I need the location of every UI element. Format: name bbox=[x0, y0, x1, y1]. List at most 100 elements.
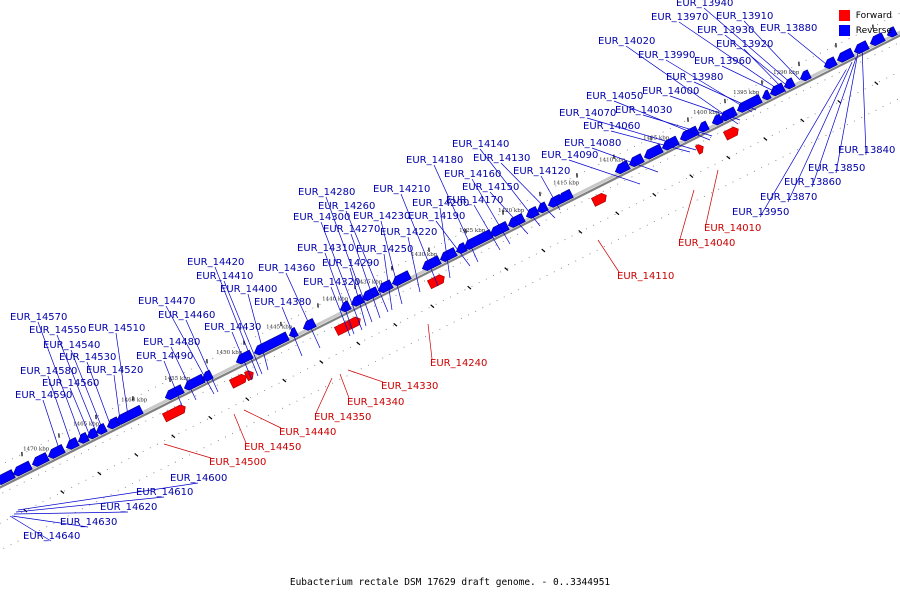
gene-label: EUR_14050 bbox=[586, 91, 643, 102]
scale-tick bbox=[171, 434, 176, 439]
gene-label: EUR_14440 bbox=[279, 427, 336, 438]
gene-label: EUR_13960 bbox=[694, 56, 751, 67]
gene-label: EUR_14350 bbox=[314, 412, 371, 423]
gene-leader-line bbox=[724, 34, 791, 89]
reverse-gene-arrow bbox=[439, 247, 458, 262]
gene-label: EUR_14140 bbox=[452, 139, 509, 150]
gene-label: EUR_14340 bbox=[347, 397, 404, 408]
gene-label: EUR_14480 bbox=[143, 337, 200, 348]
tick-label: 1415 kbp bbox=[553, 181, 580, 187]
gene-label: EUR_14230 bbox=[353, 211, 410, 222]
gene-leader-line bbox=[214, 266, 259, 377]
gene-label: EUR_14490 bbox=[136, 351, 193, 362]
gene-leader-line bbox=[231, 331, 253, 381]
reverse-gene-arrow bbox=[302, 317, 317, 331]
tick-label: 1440 kbp bbox=[322, 297, 349, 303]
reverse-gene-arrow bbox=[886, 26, 898, 38]
forward-gene-arrow bbox=[346, 316, 361, 330]
gene-label: EUR_14640 bbox=[23, 531, 80, 542]
gene-label: EUR_14330 bbox=[381, 381, 438, 392]
gene-leader-line bbox=[471, 178, 511, 245]
scale-tick bbox=[23, 508, 28, 513]
gene-leader-line bbox=[247, 293, 269, 371]
scale-tick bbox=[652, 192, 657, 197]
reverse-gene-arrow bbox=[507, 213, 526, 228]
gene-label: EUR_14070 bbox=[559, 108, 616, 119]
gene-leader-line bbox=[325, 196, 373, 323]
gene-label: EUR_13990 bbox=[638, 50, 695, 61]
reverse-gene-arrow bbox=[31, 452, 50, 467]
reverse-gene-arrow bbox=[823, 56, 838, 70]
gene-label: EUR_13930 bbox=[697, 25, 754, 36]
gene-leader-line bbox=[42, 399, 61, 453]
gene-label: EUR_14130 bbox=[473, 153, 530, 164]
gene-leader-line bbox=[330, 286, 351, 337]
scale-tick bbox=[245, 397, 250, 401]
gene-leader-line bbox=[170, 346, 197, 401]
gene-leader-line bbox=[642, 114, 713, 137]
gene-leader-line bbox=[787, 61, 853, 203]
gene-label: EUR_13950 bbox=[732, 207, 789, 218]
gene-leader-line bbox=[427, 323, 433, 360]
reverse-gene-arrow bbox=[164, 384, 185, 401]
gene-label: EUR_14200 bbox=[412, 198, 469, 209]
gene-leader-line bbox=[568, 159, 641, 185]
gene-leader-line bbox=[473, 204, 501, 251]
gene-label: EUR_14150 bbox=[462, 182, 519, 193]
gene-leader-line bbox=[835, 51, 859, 174]
legend-item-reverse: Reverse bbox=[838, 23, 892, 38]
gene-leader-line bbox=[679, 189, 695, 240]
gene-label: EUR_14260 bbox=[318, 201, 375, 212]
gene-leader-line bbox=[703, 7, 793, 85]
gene-leader-line bbox=[811, 57, 857, 188]
scale-tick bbox=[60, 490, 65, 494]
gene-label: EUR_13970 bbox=[651, 12, 708, 23]
scale-tick bbox=[393, 322, 398, 327]
gene-label: EUR_14540 bbox=[43, 340, 100, 351]
gene-label: EUR_14510 bbox=[88, 323, 145, 334]
genome-backbone bbox=[0, 34, 900, 489]
gene-label: EUR_13910 bbox=[716, 11, 773, 22]
gene-label: EUR_14160 bbox=[444, 169, 501, 180]
gene-label: EUR_14250 bbox=[356, 244, 413, 255]
forward-gene-arrow bbox=[722, 126, 739, 141]
figure-caption: Eubacterium rectale DSM 17629 draft geno… bbox=[289, 577, 611, 588]
gene-label: EUR_13880 bbox=[760, 23, 817, 34]
scale-tick bbox=[208, 415, 213, 420]
gene-leader-line bbox=[613, 100, 711, 141]
tick-label: 1455 kbp bbox=[164, 376, 191, 382]
gene-label: EUR_14210 bbox=[373, 184, 430, 195]
reverse-gene-arrow bbox=[679, 125, 700, 142]
reverse-gene-arrow bbox=[628, 153, 645, 168]
gene-label: EUR_14630 bbox=[60, 517, 117, 528]
gene-leader-line bbox=[339, 373, 350, 399]
forward-gene-arrow bbox=[426, 274, 445, 290]
gene-leader-line bbox=[350, 233, 381, 319]
gene-leader-line bbox=[407, 236, 421, 293]
tick-label: 1460 kbp bbox=[121, 398, 148, 404]
gene-leader-line bbox=[163, 443, 212, 459]
scale-tick bbox=[97, 471, 102, 476]
scale-tick bbox=[541, 248, 546, 253]
gene-label: EUR_14020 bbox=[598, 36, 655, 47]
reverse-guide-line bbox=[0, 70, 900, 524]
gene-label: EUR_14180 bbox=[406, 155, 463, 166]
tick-label: 1420 kbp bbox=[498, 208, 525, 214]
scale-tick bbox=[467, 285, 472, 290]
gene-leader-line bbox=[669, 95, 741, 121]
gene-label: EUR_13920 bbox=[716, 39, 773, 50]
gene-label: EUR_14120 bbox=[513, 166, 570, 177]
gene-leader-line bbox=[320, 221, 363, 331]
reverse-gene-arrow bbox=[489, 221, 510, 237]
gene-leader-line bbox=[625, 45, 739, 125]
tick-label: 1450 kbp bbox=[216, 350, 243, 356]
gene-leader-line bbox=[17, 482, 199, 511]
scale-tick bbox=[689, 174, 694, 179]
gene-label: EUR_14600 bbox=[170, 473, 227, 484]
reverse-gene-arrow bbox=[536, 201, 549, 214]
gene-leader-line bbox=[15, 496, 165, 513]
gene-leader-line bbox=[233, 413, 247, 444]
reverse-gene-arrow bbox=[95, 422, 108, 435]
reverse-gene-arrow bbox=[869, 32, 886, 47]
gene-leader-line bbox=[86, 361, 111, 425]
